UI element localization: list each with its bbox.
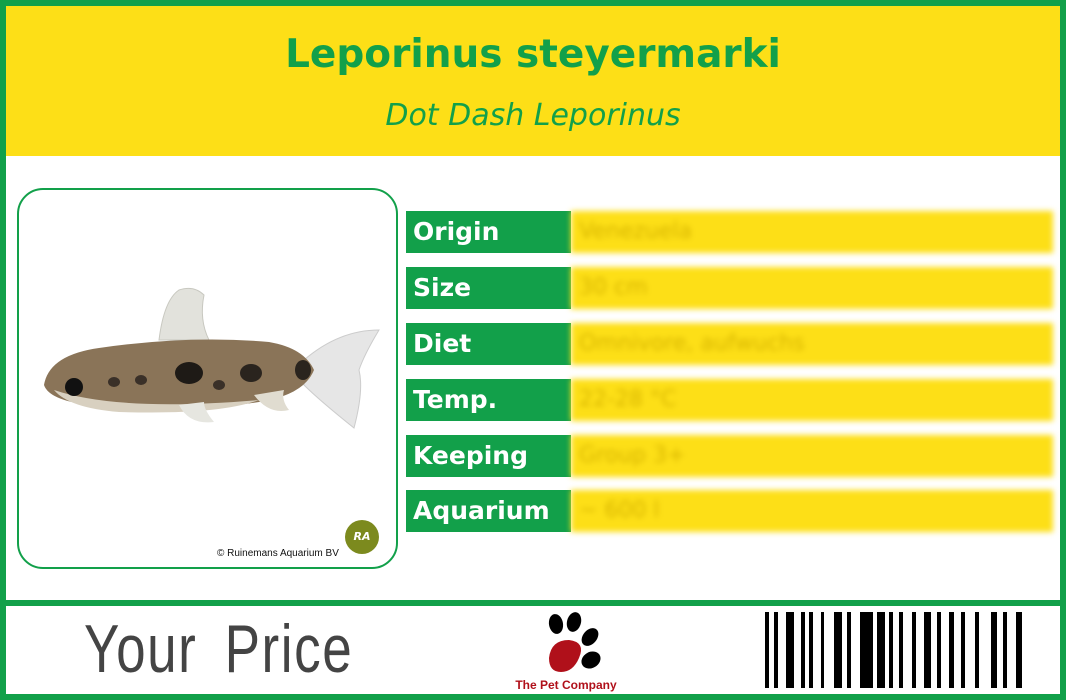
barcode-bar bbox=[1016, 612, 1022, 688]
fact-value: ~ 600 l bbox=[571, 490, 1053, 532]
fact-value: Venezuela bbox=[571, 211, 1053, 253]
fish-photo: RA © Ruinemans Aquarium BV bbox=[17, 188, 398, 569]
barcode-bar bbox=[912, 612, 916, 688]
common-name: Dot Dash Leporinus bbox=[385, 98, 681, 133]
barcode-bar bbox=[774, 612, 778, 688]
barcode-bar bbox=[899, 612, 903, 688]
barcode-bar bbox=[786, 612, 794, 688]
barcode-bar bbox=[821, 612, 824, 688]
fact-row-origin: Origin Venezuela bbox=[406, 211, 1053, 253]
fact-label: Aquarium bbox=[406, 490, 571, 532]
header: Leporinus steyermarki Dot Dash Leporinus bbox=[6, 6, 1060, 156]
pet-company-logo: The Pet Company bbox=[511, 610, 621, 696]
barcode-bar bbox=[924, 612, 931, 688]
barcode-bar bbox=[834, 612, 842, 688]
fact-value: Omnivore, aufwuchs bbox=[571, 323, 1053, 365]
fact-row-temp: Temp. 22-28 °C bbox=[406, 379, 1053, 421]
fact-label: Temp. bbox=[406, 379, 571, 421]
barcode-bar bbox=[809, 612, 813, 688]
barcode-bar bbox=[889, 612, 893, 688]
barcode-bar bbox=[860, 612, 873, 688]
fact-label: Size bbox=[406, 267, 571, 309]
fact-label: Keeping bbox=[406, 435, 571, 477]
fact-row-keeping: Keeping Group 3+ bbox=[406, 435, 1053, 477]
fact-label: Diet bbox=[406, 323, 571, 365]
barcode bbox=[765, 612, 1022, 688]
ruinemans-logo: RA bbox=[345, 520, 379, 554]
barcode-bar bbox=[937, 612, 941, 688]
barcode-bar bbox=[961, 612, 965, 688]
fact-row-diet: Diet Omnivore, aufwuchs bbox=[406, 323, 1053, 365]
brand-name: The Pet Company bbox=[515, 678, 617, 692]
fact-row-aquarium: Aquarium ~ 600 l bbox=[406, 490, 1053, 532]
barcode-bar bbox=[975, 612, 979, 688]
fish-image bbox=[44, 287, 380, 429]
barcode-bar bbox=[765, 612, 769, 688]
barcode-bar bbox=[991, 612, 997, 688]
fact-value: 22-28 °C bbox=[571, 379, 1053, 421]
fact-row-size: Size 30 cm bbox=[406, 267, 1053, 309]
species-title: Leporinus steyermarki bbox=[285, 32, 781, 77]
barcode-bar bbox=[847, 612, 851, 688]
photo-credit: © Ruinemans Aquarium BV bbox=[217, 548, 339, 559]
barcode-bar bbox=[1003, 612, 1007, 688]
barcode-bar bbox=[801, 612, 805, 688]
fact-value: Group 3+ bbox=[571, 435, 1053, 477]
price-label: Your Price bbox=[84, 611, 354, 687]
paw-icon bbox=[548, 612, 601, 672]
fact-value: 30 cm bbox=[571, 267, 1053, 309]
fact-label: Origin bbox=[406, 211, 571, 253]
barcode-bar bbox=[949, 612, 954, 688]
footer-divider bbox=[6, 600, 1060, 606]
barcode-bar bbox=[877, 612, 885, 688]
